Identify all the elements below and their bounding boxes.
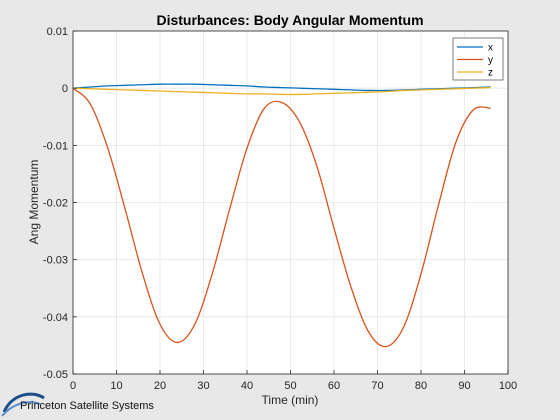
x-axis-ticks: 0 10 20 30 40 50 60 70 80 90 100 [70, 370, 517, 392]
x-tick-label: 50 [284, 380, 296, 392]
x-tick-label: 10 [110, 380, 122, 392]
x-tick-label: 60 [328, 380, 340, 392]
x-tick-label: 0 [70, 380, 76, 392]
brand-logo-icon [1, 392, 45, 417]
y-tick-label: -0.03 [43, 255, 68, 267]
legend-label-x: x [488, 43, 493, 54]
series-line-z [72, 86, 491, 96]
legend-label-z: z [488, 68, 493, 79]
x-tick-label: 20 [154, 380, 166, 392]
y-tick-label: -0.01 [43, 140, 68, 152]
legend: xyz [452, 37, 504, 81]
y-tick-label: -0.04 [43, 312, 68, 324]
y-axis-label: Ang Momentum [27, 160, 41, 245]
y-tick-label: 0.01 [47, 26, 68, 38]
brand-text: Princeton Satellite Systems [20, 400, 154, 412]
x-tick-label: 90 [458, 380, 470, 392]
x-tick-label: 100 [499, 380, 517, 392]
y-tick-label: 0 [62, 83, 68, 95]
legend-label-y: y [488, 55, 493, 66]
series-line-y [72, 87, 491, 348]
chart-title: Disturbances: Body Angular Momentum [156, 12, 423, 28]
y-tick-label: -0.05 [43, 369, 68, 381]
x-tick-label: 30 [197, 380, 209, 392]
x-tick-label: 70 [371, 380, 383, 392]
x-axis-label: Time (min) [262, 393, 319, 407]
x-tick-label: 80 [415, 380, 427, 392]
series-layer [72, 83, 491, 348]
x-tick-label: 40 [241, 380, 253, 392]
y-tick-label: -0.02 [43, 198, 68, 210]
y-axis-ticks: 0.01 0 -0.01 -0.02 -0.03 -0.04 -0.05 [43, 26, 77, 381]
